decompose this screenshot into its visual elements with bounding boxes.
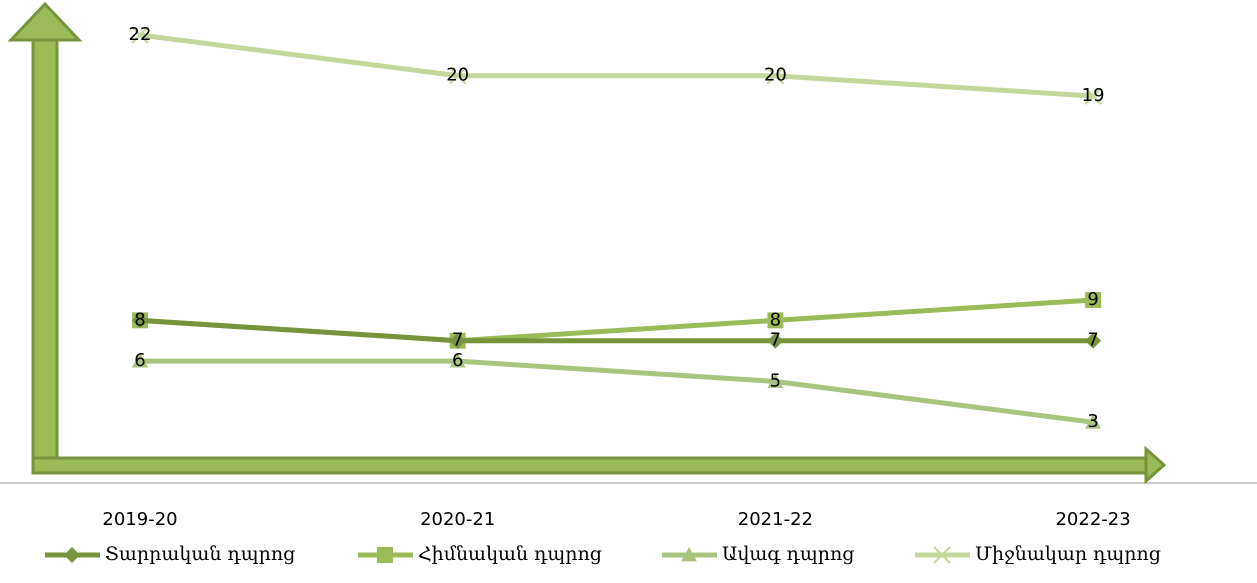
series-line [139,297,1094,344]
legend-item: Տարրական դպրոց [45,543,295,565]
legend-item: Ավագ դպրոց [662,543,855,565]
data-point [1085,414,1102,429]
legend-item: Հիմնական դպրոց [358,543,602,565]
data-label: 3 [1087,411,1098,432]
data-label: 5 [770,370,781,391]
data-label: 20 [764,65,787,86]
data-label: 8 [134,309,145,330]
data-point [767,312,784,329]
series-line [139,317,1094,344]
data-label: 7 [770,330,781,351]
legend-marker [377,547,393,563]
series-line [140,358,1094,425]
data-point [767,373,784,388]
data-point [766,67,785,85]
legend-item: Միջնակար դպրոց [915,543,1161,565]
data-point [767,332,784,349]
x-axis-arrow [31,445,1167,485]
data-label: 6 [452,350,463,371]
x-tick-label: 2020-21 [420,509,495,530]
data-point [449,353,466,368]
data-point [1084,87,1102,105]
series-line [139,32,1094,99]
x-tick-label: 2022-23 [1055,509,1130,530]
data-point [132,353,148,368]
y-axis-arrow [7,1,83,472]
data-point [1085,332,1102,349]
x-tick-label: 2019-20 [102,509,177,530]
legend-label: Միջնակար դպրոց [975,543,1161,565]
data-point [132,312,148,329]
legend-marker [933,546,951,564]
data-point [1085,291,1102,308]
data-label: 6 [134,350,145,371]
x-tick-label: 2021-22 [738,509,813,530]
data-point [448,67,467,85]
data-label: 19 [1082,85,1105,106]
data-label: 8 [770,309,781,330]
data-label: 20 [446,65,469,86]
data-point [131,26,149,44]
legend-label: Հիմնական դպրոց [418,543,602,565]
legend-label: Տարրական դպրոց [105,543,295,565]
legend-label: Ավագ դպրոց [722,543,855,565]
legend-marker [681,547,697,562]
data-label: 7 [452,330,463,351]
data-label: 22 [129,24,152,45]
legend-marker [64,547,80,563]
data-point [449,332,466,349]
data-label: 7 [1087,330,1098,351]
data-label: 9 [1087,289,1098,310]
